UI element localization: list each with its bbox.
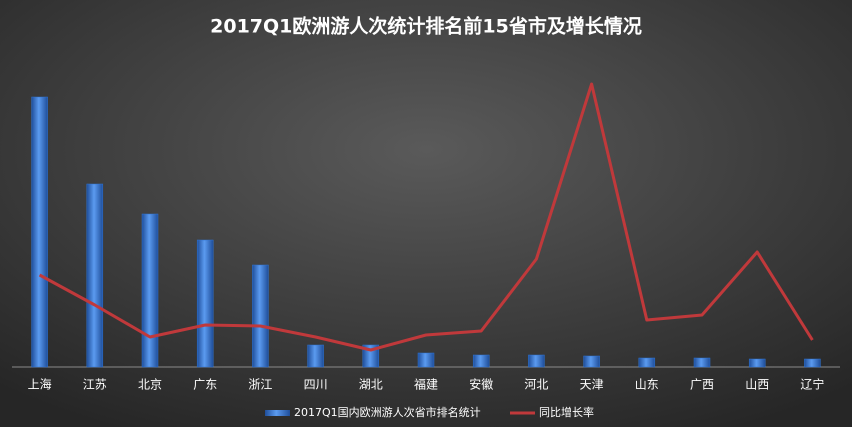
legend-swatch (265, 410, 290, 416)
x-tick-label: 天津 (580, 378, 604, 392)
x-tick-label: 广西 (690, 378, 714, 392)
line (38, 82, 814, 352)
x-tick-label: 北京 (138, 378, 162, 392)
x-tick-label: 湖北 (359, 377, 383, 392)
x-tick-label: 安徽 (469, 377, 493, 392)
bar (804, 358, 821, 368)
x-tick-label: 山西 (745, 378, 769, 392)
bar (417, 352, 435, 368)
bar (528, 354, 545, 368)
chart-title: 2017Q1欧洲游人次统计排名前15省市及增长情况 (210, 15, 642, 38)
bar (748, 358, 766, 368)
x-tick-label: 辽宁 (800, 377, 824, 392)
bar (472, 354, 490, 368)
bar (693, 357, 711, 368)
legend-label: 2017Q1国内欧洲游人次省市排名统计 (294, 405, 481, 419)
bar (31, 96, 48, 368)
x-tick-label: 山东 (635, 378, 659, 392)
bar (583, 355, 600, 368)
bar (638, 357, 656, 368)
x-tick-label: 上海 (28, 377, 52, 392)
bar (86, 183, 104, 368)
bar (196, 239, 214, 368)
x-tick-label: 河北 (524, 378, 548, 392)
x-tick-label: 广东 (193, 378, 217, 392)
bar (141, 213, 159, 368)
x-tick-label: 福建 (414, 377, 438, 392)
bar (307, 344, 324, 368)
bar (252, 264, 269, 368)
x-tick-label: 四川 (304, 378, 328, 392)
x-tick-label: 浙江 (248, 378, 272, 392)
legend-label: 同比增长率 (539, 405, 594, 419)
x-tick-label: 江苏 (83, 378, 107, 392)
